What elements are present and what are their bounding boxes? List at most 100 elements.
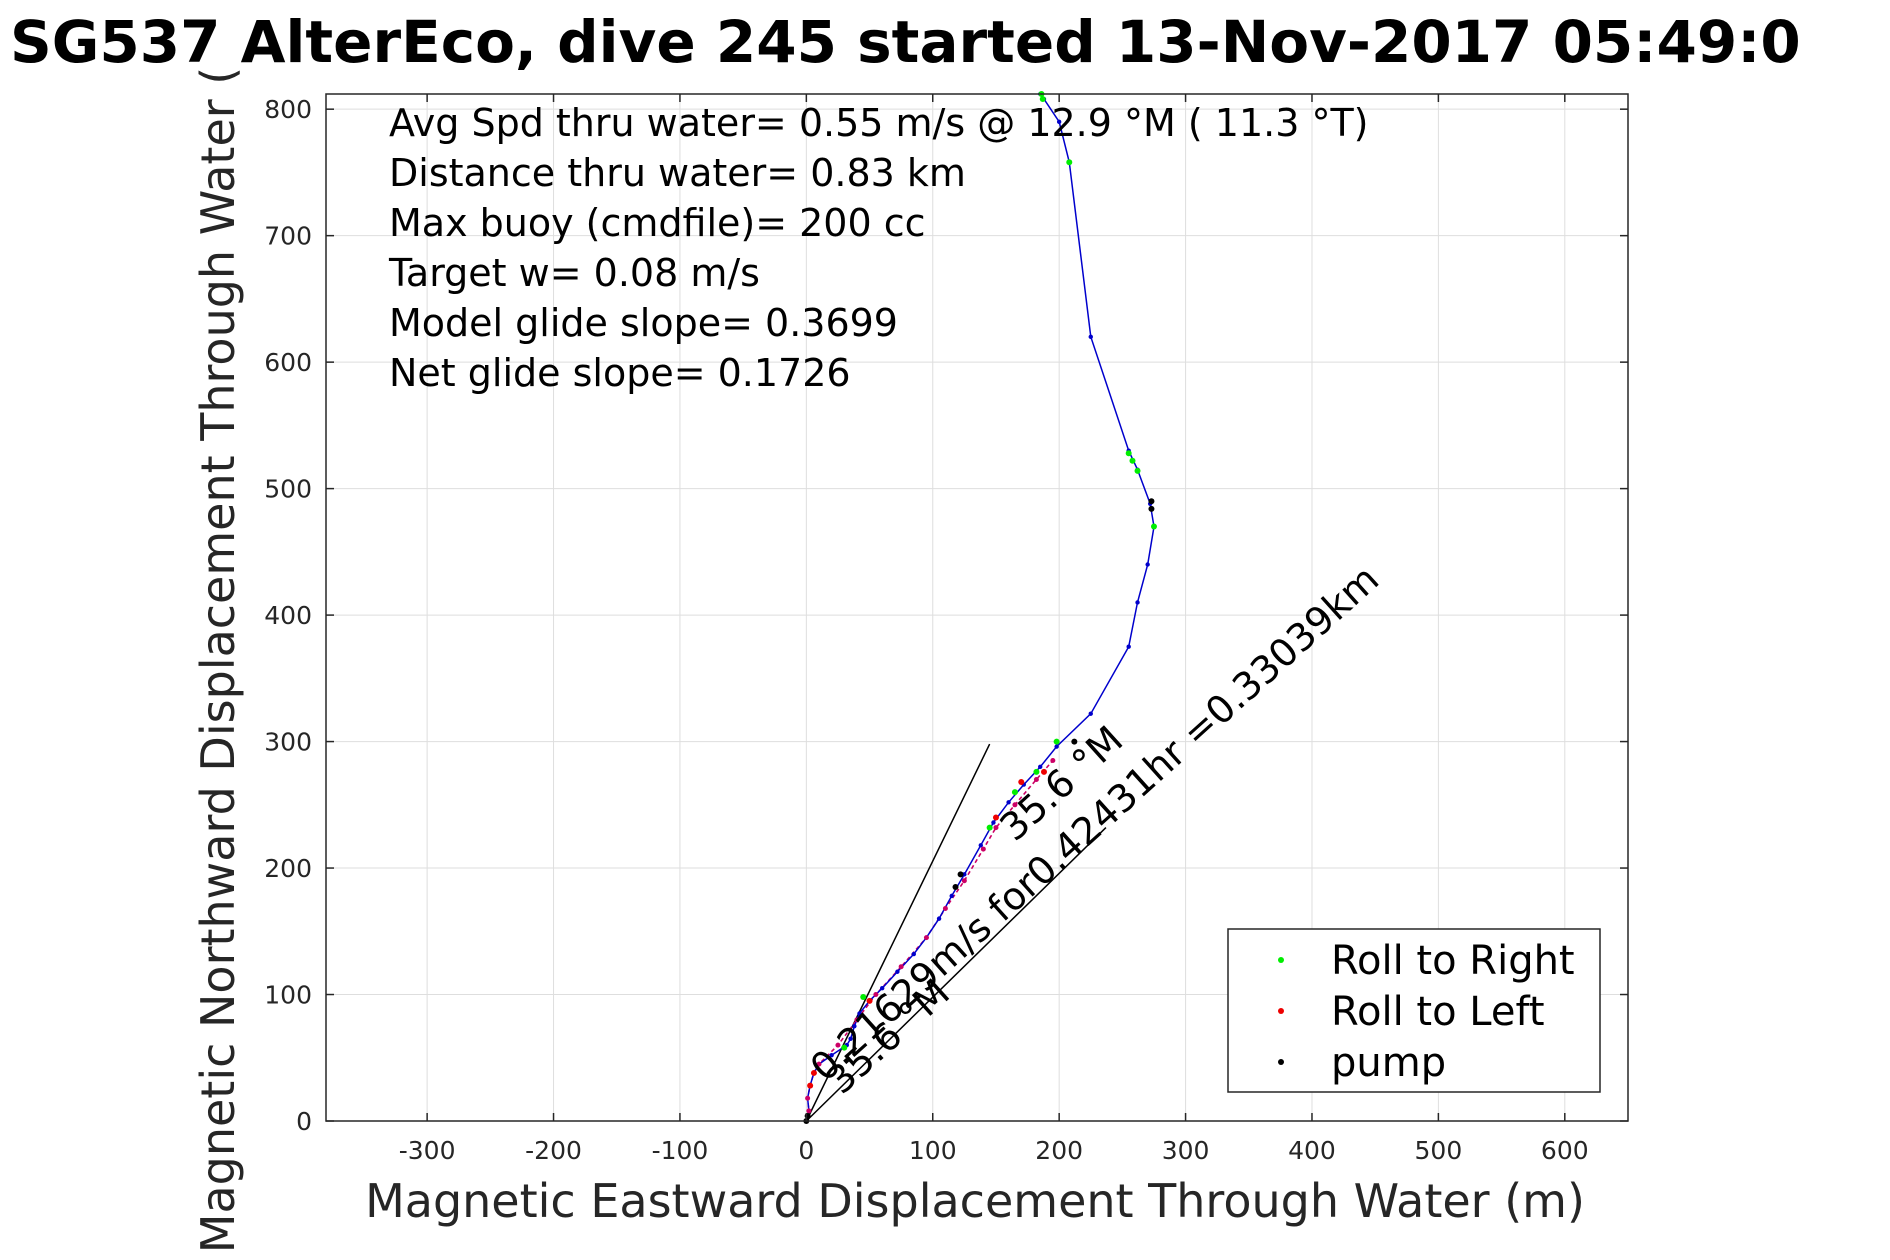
legend-box	[1227, 928, 1601, 1093]
x-tick-label: 500	[1415, 1136, 1463, 1165]
series-point	[807, 1082, 814, 1089]
y-tick-label: 600	[264, 348, 312, 377]
series-point	[1125, 450, 1132, 457]
series-point	[992, 814, 999, 821]
y-axis-label: Magnetic Northward Displacement Through …	[191, 67, 245, 1253]
track-point	[1135, 600, 1140, 605]
axis-ticks: -300 -200 -100 0 100 200 300 400 500 600 0 100 200 30…	[264, 94, 1628, 1165]
track-point	[1126, 644, 1131, 649]
track-point	[978, 843, 983, 848]
heading-wedge-line	[805, 743, 991, 1122]
legend-entry: pump	[1331, 1040, 1446, 1086]
track-point	[848, 1036, 853, 1041]
x-tick-label: 100	[909, 1136, 957, 1165]
y-tick-label: 200	[264, 854, 312, 883]
series-point	[804, 1112, 811, 1119]
track-point	[895, 969, 900, 974]
series-point	[1129, 457, 1136, 464]
series-point	[810, 1069, 817, 1076]
series-point	[1150, 523, 1157, 530]
x-axis-label: Magnetic Eastward Displacement Through W…	[365, 1174, 1585, 1228]
dive-point	[1033, 777, 1039, 783]
series-point	[986, 824, 993, 831]
track-point	[949, 893, 954, 899]
dive-point	[942, 906, 948, 912]
dive-point	[873, 992, 879, 998]
dive-point	[805, 1095, 811, 1101]
annotation-line: Target w= 0.08 m/s	[388, 251, 760, 295]
x-tick-label: -300	[399, 1136, 456, 1165]
series-point	[957, 871, 964, 878]
annotation-line: Net glide slope= 0.1726	[389, 351, 851, 395]
dive-point	[816, 1061, 822, 1067]
y-tick-label: 400	[264, 601, 312, 630]
series-point	[1134, 467, 1141, 474]
dive-point	[898, 964, 904, 970]
dive-point	[980, 846, 986, 852]
track-point	[857, 1011, 862, 1016]
x-tick-label: 600	[1541, 1136, 1589, 1165]
track-point	[1145, 562, 1150, 567]
axes-box	[325, 93, 1629, 1122]
track-point	[829, 1053, 834, 1058]
legend-entry: Roll to Left	[1331, 989, 1545, 1035]
series-point	[1040, 768, 1047, 775]
dive-point	[961, 878, 967, 884]
track-point	[911, 951, 916, 957]
series-point	[1018, 779, 1025, 786]
y-tick-label: 500	[264, 475, 312, 504]
track-point	[1088, 711, 1093, 716]
dive-point	[993, 825, 999, 831]
track-point	[1056, 119, 1062, 125]
track-point	[879, 985, 885, 991]
track-point	[852, 1023, 857, 1029]
legend-marker	[1278, 1008, 1284, 1014]
series-point	[1033, 768, 1040, 775]
legend: Roll to Right Roll to Left pump	[1227, 928, 1601, 1093]
series-point	[1039, 96, 1046, 103]
track-point	[1088, 334, 1093, 340]
y-tick-label: 700	[264, 222, 312, 251]
x-tick-label: 400	[1288, 1136, 1336, 1165]
series-point	[1011, 789, 1018, 796]
dive-point	[1012, 802, 1018, 808]
series-point	[841, 1044, 848, 1051]
series-point	[860, 994, 867, 1001]
x-tick-label: -200	[525, 1136, 582, 1165]
series-point	[1053, 738, 1060, 745]
legend-marker	[1278, 957, 1284, 963]
dive-point	[1050, 758, 1056, 764]
legend-entry: Roll to Right	[1331, 938, 1575, 984]
annotation-line: Distance thru water= 0.83 km	[389, 151, 966, 195]
dive-point	[835, 1042, 841, 1048]
dive-point	[854, 1017, 860, 1023]
y-tick-label: 0	[296, 1107, 312, 1136]
annotation-line: Max buoy (cmdfile)= 200 cc	[389, 201, 926, 245]
track-point	[936, 916, 942, 921]
y-tick-label: 100	[264, 981, 312, 1010]
x-tick-label: 200	[1035, 1136, 1083, 1165]
series-point	[1071, 738, 1078, 745]
series-point	[1148, 498, 1155, 505]
annotation-line: Model glide slope= 0.3699	[389, 301, 898, 345]
track-point	[1006, 800, 1011, 805]
x-tick-label: 300	[1162, 1136, 1210, 1165]
series-point	[952, 884, 959, 891]
y-tick-label: 800	[264, 95, 312, 124]
dive-point	[923, 935, 929, 941]
series-point	[866, 997, 873, 1004]
annotation-line: Avg Spd thru water= 0.55 m/s @ 12.9 °M (…	[389, 101, 1369, 145]
series-point	[1066, 159, 1073, 166]
heading-wedge-line	[805, 827, 1107, 1122]
x-tick-label: 0	[798, 1136, 814, 1165]
legend-marker	[1278, 1059, 1284, 1065]
dive-point	[806, 1108, 812, 1114]
x-tick-label: -100	[652, 1136, 709, 1165]
track-point	[1038, 764, 1043, 770]
chart-title: SG537 AlterEco, dive 245 started 13-Nov-…	[10, 8, 1801, 76]
series-point	[1148, 505, 1155, 512]
track-point	[1054, 744, 1059, 749]
track-line	[805, 93, 1155, 1122]
y-tick-label: 300	[264, 728, 312, 757]
